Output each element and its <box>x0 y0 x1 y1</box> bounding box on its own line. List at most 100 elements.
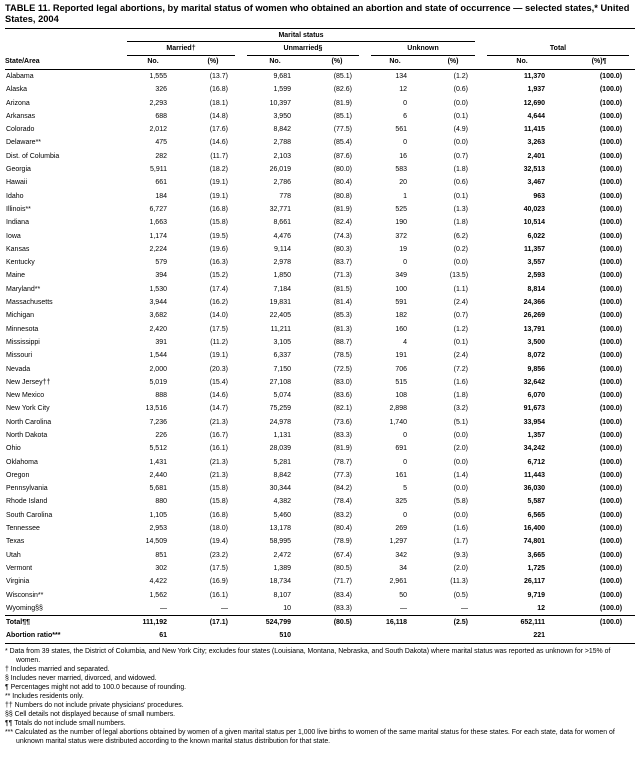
value-cell: (1.8) <box>453 166 469 174</box>
table-row: Pennsylvania 5,681 (15.8) 30,344 (84.2) 5 (0.0… <box>5 482 635 495</box>
value-cell: 1,725 <box>527 564 546 572</box>
col-group-unmarried: Unmarried§ <box>241 42 365 57</box>
value-cell: (67.4) <box>333 551 352 559</box>
value-cell: (83.4) <box>333 591 352 599</box>
value-cell: 652,111 <box>481 615 564 630</box>
value-cell: 2,012 <box>149 126 167 134</box>
subheader-total-no: No. <box>481 56 564 70</box>
value-cell: 10,397 <box>269 99 291 107</box>
total-row: Total¶¶ 111,192 (17.1) 524,799 (80.5) 16,118(… <box>5 615 636 630</box>
state-cell: Dist. of Columbia <box>6 152 60 160</box>
state-cell: Massachusetts <box>6 299 53 307</box>
value-cell: 4 <box>403 338 407 346</box>
value-cell: (71.7) <box>333 578 352 586</box>
value-cell: (2.4) <box>453 352 469 360</box>
value-cell: 524,799 <box>241 615 309 630</box>
value-cell: 515 <box>395 378 407 386</box>
table-row: Massachusetts 3,944 (16.2) 19,831 (81.4) 591 (… <box>5 296 635 309</box>
value-cell: 27,108 <box>269 378 291 386</box>
state-cell: Texas <box>6 538 25 546</box>
value-cell: (100.0) <box>599 299 623 307</box>
value-cell: 3,944 <box>149 299 167 307</box>
value-cell: 100 <box>395 285 407 293</box>
col-group-marital-status: Marital status <box>121 29 481 43</box>
table-row: Georgia 5,911 (18.2) 26,019 (80.0) 583 (1.8) 32… <box>5 163 635 176</box>
subheader-married-pct: (%) <box>185 56 241 70</box>
value-cell: 18,734 <box>269 578 291 586</box>
value-cell: (83.0) <box>333 378 352 386</box>
value-cell: 8,107 <box>273 591 291 599</box>
value-cell: (82.6) <box>333 86 352 94</box>
value-cell: (100.0) <box>599 86 623 94</box>
table-row: Oregon 2,440 (21.3) 8,842 (77.3) 161 (1.4) 11,4… <box>5 469 635 482</box>
state-cell: New Jersey†† <box>6 378 51 386</box>
value-cell: (19.1) <box>209 192 228 200</box>
table-row: Wyoming§§ — — 10 (83.3) — — 12 (100.0) <box>5 602 635 616</box>
value-cell: (85.3) <box>333 312 352 320</box>
table-row: Virginia 4,422 (16.9) 18,734 (71.7) 2,961 (11.… <box>5 575 635 588</box>
value-cell: 24,366 <box>523 299 546 307</box>
value-cell: 6 <box>403 112 407 120</box>
value-cell: 58,995 <box>269 538 291 546</box>
value-cell: 11,443 <box>524 471 546 479</box>
value-cell: (17.6) <box>209 126 228 134</box>
value-cell: 2,472 <box>273 551 291 559</box>
value-cell: 13,178 <box>269 525 291 533</box>
value-cell: 8,842 <box>273 471 291 479</box>
value-cell: — <box>160 604 167 612</box>
value-cell: (16.3) <box>209 259 228 267</box>
value-cell: (1.8) <box>453 219 469 227</box>
state-cell: Pennsylvania <box>6 485 48 493</box>
value-cell: 391 <box>155 338 167 346</box>
value-cell: (17.5) <box>209 325 228 333</box>
state-cell: Hawaii <box>6 179 28 187</box>
value-cell <box>309 629 365 644</box>
value-cell: — <box>400 604 407 612</box>
value-cell: 191 <box>395 352 407 360</box>
value-cell: 226 <box>155 432 167 439</box>
value-cell: 8,072 <box>527 352 546 360</box>
value-cell: 16 <box>399 152 407 160</box>
table-row: Ohio 5,512 (16.1) 28,039 (81.9) 691 (2.0) 34,24… <box>5 442 635 455</box>
value-cell: (19.6) <box>209 245 228 253</box>
value-cell: 10 <box>283 604 291 612</box>
value-cell: 34,242 <box>523 445 546 453</box>
value-cell: 888 <box>155 392 167 400</box>
value-cell: (23.2) <box>209 551 228 559</box>
table-row: Idaho 184 (19.1) 778 (80.8) 1 (0.1) 963 (100.0) <box>5 190 635 203</box>
value-cell: (100.0) <box>599 179 623 187</box>
value-cell: (16.9) <box>209 578 228 586</box>
footnote: ¶ Percentages might not add to 100.0 bec… <box>5 683 187 691</box>
value-cell: (73.6) <box>333 418 352 426</box>
value-cell: (85.4) <box>333 139 352 147</box>
table-row: Delaware** 475 (14.6) 2,788 (85.4) 0 (0.0) 3,26… <box>5 136 635 149</box>
total-label: Total <box>487 42 630 57</box>
value-cell: 12,690 <box>523 99 546 107</box>
table-row: New Jersey†† 5,019 (15.4) 27,108 (83.0) 515 (1… <box>5 376 635 389</box>
value-cell: (2.0) <box>453 564 469 572</box>
value-cell: (82.4) <box>333 219 352 227</box>
header-row-group-top: State/Area Marital status <box>5 28 635 70</box>
value-cell: (77.3) <box>333 471 352 479</box>
value-cell: (100.0) <box>599 152 623 160</box>
value-cell: (100.0) <box>599 392 623 400</box>
value-cell: 6,070 <box>527 392 546 400</box>
value-cell: (83.7) <box>333 259 352 267</box>
value-cell: 4,476 <box>273 232 291 240</box>
value-cell: (4.9) <box>453 126 469 134</box>
state-cell: South Carolina <box>6 511 53 519</box>
value-cell: (80.5) <box>333 564 352 572</box>
value-cell: (100.0) <box>599 166 623 174</box>
value-cell: 583 <box>395 166 407 174</box>
abortions-by-marital-status-table: State/Area Marital status Married† Unmar… <box>5 28 636 644</box>
value-cell: (100.0) <box>599 112 623 120</box>
value-cell: (16.1) <box>209 445 228 453</box>
value-cell: 7,150 <box>273 365 291 373</box>
table-row: Rhode Island 880 (15.8) 4,382 (78.4) 325 (5.8)… <box>5 495 635 508</box>
value-cell: (100.0) <box>599 99 623 107</box>
value-cell: 1,562 <box>149 591 167 599</box>
footnote: *** Calculated as the number of legal ab… <box>5 728 615 745</box>
value-cell: (100.0) <box>599 498 623 506</box>
value-cell: 11,211 <box>270 325 291 333</box>
subheader-unknown-no: No. <box>365 56 425 70</box>
